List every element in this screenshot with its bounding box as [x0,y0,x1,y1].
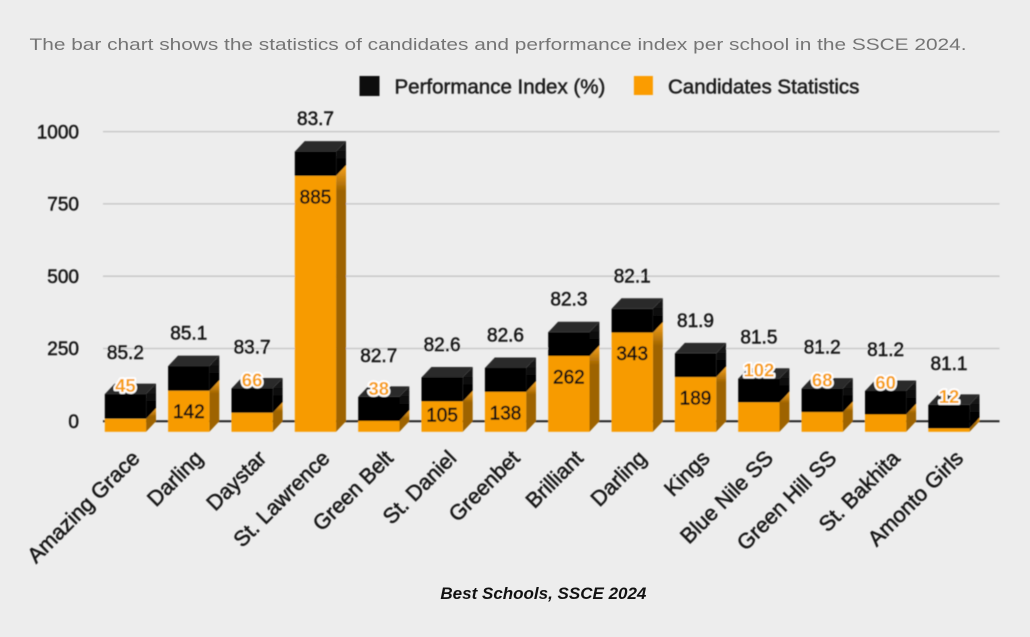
svg-text:138: 138 [490,403,522,424]
svg-text:343: 343 [616,344,648,365]
svg-text:885: 885 [300,187,332,208]
svg-text:38: 38 [369,378,390,399]
svg-text:60: 60 [875,372,896,393]
svg-text:262: 262 [553,368,585,389]
svg-text:81.9: 81.9 [677,311,714,332]
svg-text:250: 250 [47,339,79,360]
svg-text:66: 66 [242,370,263,391]
svg-text:0: 0 [68,412,79,433]
svg-text:750: 750 [47,195,79,216]
svg-text:Best Schools, SSCE 2024: Best Schools, SSCE 2024 [440,584,647,603]
svg-text:Performance Index (%): Performance Index (%) [395,76,606,99]
svg-text:82.3: 82.3 [550,290,587,311]
svg-text:83.7: 83.7 [234,338,271,359]
svg-text:85.1: 85.1 [170,324,207,345]
svg-text:81.2: 81.2 [867,340,904,361]
svg-text:82.1: 82.1 [614,266,651,287]
svg-text:82.6: 82.6 [424,335,461,356]
svg-text:81.1: 81.1 [931,354,968,375]
svg-text:105: 105 [426,406,458,427]
svg-text:83.7: 83.7 [297,109,334,130]
svg-text:82.7: 82.7 [360,346,397,367]
svg-text:1000: 1000 [37,122,79,143]
svg-text:189: 189 [680,389,712,410]
svg-text:68: 68 [812,370,833,391]
svg-text:81.5: 81.5 [740,328,777,349]
svg-text:The bar chart shows the statis: The bar chart shows the statistics of ca… [30,35,967,54]
svg-text:Candidates Statistics: Candidates Statistics [668,76,859,99]
svg-text:12: 12 [939,386,960,407]
svg-text:81.2: 81.2 [804,338,841,359]
svg-text:45: 45 [115,375,136,396]
svg-text:102: 102 [743,360,774,381]
svg-text:142: 142 [173,402,205,423]
svg-text:85.2: 85.2 [107,343,144,364]
svg-text:82.6: 82.6 [487,326,524,347]
svg-text:500: 500 [47,267,79,288]
